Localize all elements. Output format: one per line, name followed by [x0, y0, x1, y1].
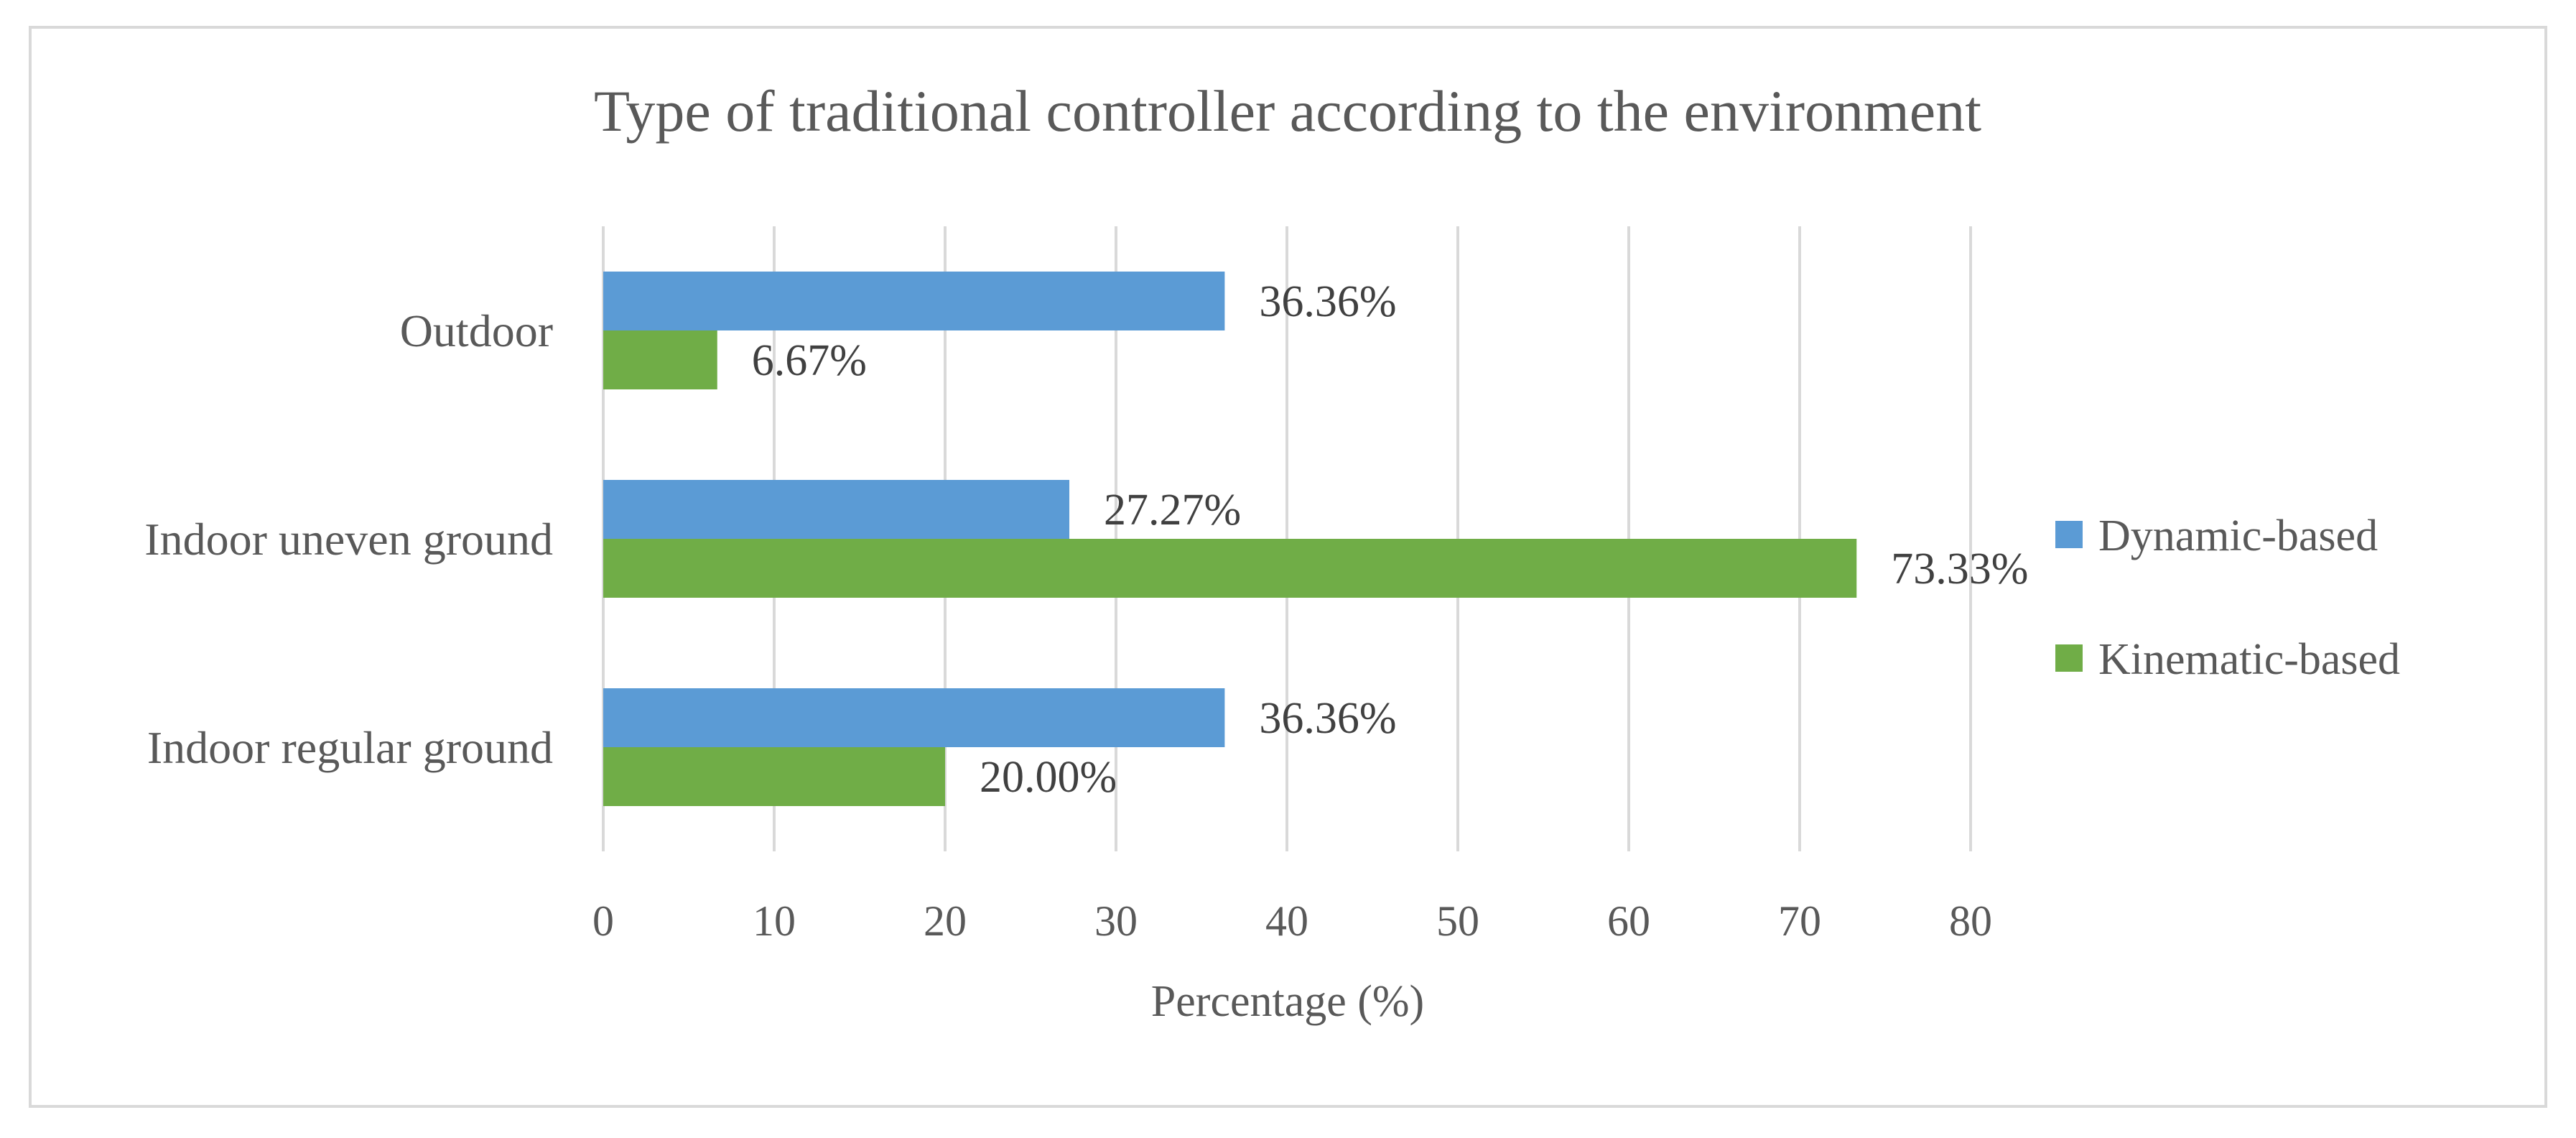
category-label: Indoor regular ground [147, 722, 553, 773]
x-tick-label: 10 [753, 897, 796, 945]
data-label: 20.00% [980, 753, 1117, 802]
x-tick-label: 80 [1949, 897, 1992, 945]
bars [603, 272, 1857, 806]
dynamic-bar [603, 272, 1225, 330]
data-labels: 36.36% 6.67% 27.27% 73.33% 36.36% 20.00% [752, 277, 2029, 802]
legend-swatch [2055, 521, 2083, 548]
legend-label: Kinematic-based [2098, 635, 2400, 684]
category-label: Indoor uneven ground [144, 514, 553, 565]
legend-swatch [2055, 644, 2083, 672]
dynamic-bar [603, 688, 1225, 747]
chart-title: Type of traditional controller according… [594, 78, 1981, 144]
data-label: 36.36% [1259, 694, 1396, 743]
x-tick-label: 70 [1778, 897, 1821, 945]
x-tick-label: 20 [924, 897, 967, 945]
kinematic-bar [603, 539, 1857, 598]
kinematic-bar [603, 330, 717, 389]
x-tick-label: 60 [1607, 897, 1650, 945]
x-tick-label: 0 [592, 897, 614, 945]
data-label: 27.27% [1104, 486, 1241, 535]
category-labels: Outdoor Indoor uneven ground Indoor regula… [144, 305, 553, 773]
legend: Dynamic-based Kinematic-based [2055, 512, 2400, 684]
x-tick-label: 40 [1265, 897, 1308, 945]
dynamic-bar [603, 480, 1070, 539]
data-label: 73.33% [1891, 545, 2028, 593]
data-label: 6.67% [752, 336, 867, 385]
x-tick-label: 50 [1436, 897, 1479, 945]
x-axis-tick-labels: 0 10 20 30 40 50 60 70 80 [592, 897, 1992, 945]
x-tick-label: 30 [1094, 897, 1138, 945]
data-label: 36.36% [1259, 277, 1396, 326]
legend-label: Dynamic-based [2098, 512, 2378, 560]
category-label: Outdoor [400, 305, 553, 356]
x-axis-title: Percentage (%) [1151, 977, 1424, 1026]
kinematic-bar [603, 747, 945, 806]
